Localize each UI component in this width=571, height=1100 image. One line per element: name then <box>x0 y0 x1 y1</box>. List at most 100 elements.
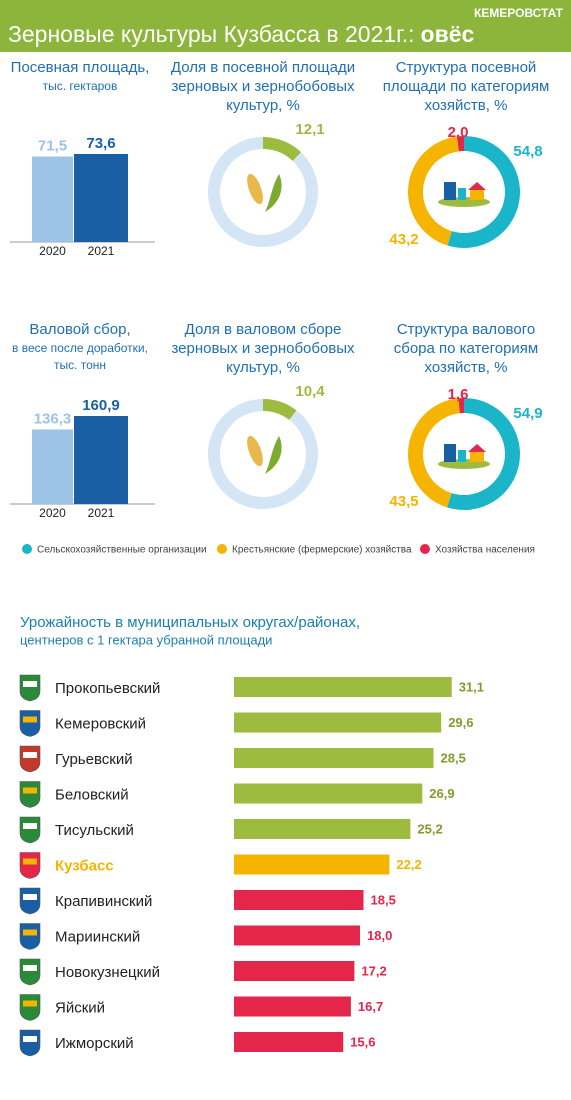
emblem <box>19 674 41 702</box>
section-subtitle: центнеров с 1 гектара убранной площади <box>20 632 272 647</box>
bar <box>234 925 360 946</box>
emblem-band <box>23 1036 37 1042</box>
emblem-shield <box>19 923 41 950</box>
donut-segment <box>263 399 297 420</box>
emblem <box>19 1029 41 1057</box>
panel-title: хозяйств, % <box>425 359 508 376</box>
panel-title: зерновых и зернобобовых <box>171 78 355 95</box>
value-label: 29,6 <box>448 715 473 730</box>
donut-segment <box>458 398 464 414</box>
icon-roof <box>468 444 486 452</box>
emblem-band <box>23 787 37 794</box>
category-label: Кемеровский <box>55 715 146 732</box>
panel-title: культур, % <box>226 359 300 376</box>
section-title: Урожайность в муниципальных округах/райо… <box>20 614 360 631</box>
value-label: 18,0 <box>367 928 392 943</box>
emblem-band <box>23 716 37 723</box>
category-label: Новокузнецкий <box>55 964 160 981</box>
icon-building <box>444 182 456 200</box>
value-label: 17,2 <box>361 963 386 978</box>
category-label: Тисульский <box>55 822 134 839</box>
value-label: 25,2 <box>417 821 442 836</box>
emblem-shield <box>19 994 41 1021</box>
emblem-shield <box>19 852 41 879</box>
donut-track <box>207 399 318 509</box>
panel-title: Валовой сбор, <box>29 321 130 338</box>
value-label: 15,6 <box>350 1034 375 1049</box>
category-label: Яйский <box>55 999 105 1016</box>
value-label: 71,5 <box>38 137 67 154</box>
bar <box>234 854 390 875</box>
panel-title: Доля в валовом сборе <box>185 321 342 338</box>
panel-subtitle: тыс. гектаров <box>43 79 118 93</box>
category-label: Гурьевский <box>55 751 133 768</box>
source: КЕМЕРОВСТАТ <box>474 6 564 20</box>
panel-title: хозяйств, % <box>425 97 508 114</box>
title-main: Зерновые культуры Кузбасса в 2021г.: <box>8 21 415 47</box>
value-label: 43,5 <box>389 493 418 510</box>
emblem-band <box>23 681 37 687</box>
emblem-shield <box>19 674 41 702</box>
panel-subtitle: в весе после доработки, <box>12 341 148 355</box>
icon-silo <box>458 450 466 462</box>
bar <box>234 677 452 697</box>
emblem <box>19 958 41 986</box>
bar <box>234 819 411 839</box>
emblem <box>19 852 41 879</box>
emblem-band <box>23 894 37 900</box>
emblem-shield <box>19 816 41 844</box>
bar <box>234 748 434 768</box>
emblem <box>19 887 41 915</box>
x-tick-label: 2020 <box>39 506 66 520</box>
legend-swatch <box>420 544 430 554</box>
emblem <box>19 781 41 808</box>
value-label: 10,4 <box>295 383 325 400</box>
icon-grain <box>247 435 263 467</box>
category-label: Крапивинский <box>55 893 152 910</box>
x-tick-label: 2020 <box>39 244 66 258</box>
panel-title: зерновых и зернобобовых <box>171 340 355 357</box>
value-label: 54,9 <box>513 405 542 422</box>
value-label: 26,9 <box>429 786 454 801</box>
value-label: 18,5 <box>371 892 396 907</box>
value-label: 43,2 <box>389 231 418 248</box>
value-label: 1,6 <box>448 386 469 403</box>
icon-house <box>470 452 484 462</box>
bar <box>32 156 73 242</box>
panel-title: Посевная площадь, <box>11 59 150 76</box>
value-label: 28,5 <box>441 750 466 765</box>
legend-label: Хозяйства населения <box>435 545 535 556</box>
category-label: Прокопьевский <box>55 680 160 697</box>
x-tick-label: 2021 <box>88 506 115 520</box>
legend-label: Сельскохозяйственные организации <box>37 545 207 556</box>
emblem-shield <box>19 958 41 986</box>
bar <box>234 890 364 910</box>
panel-title: культур, % <box>226 97 300 114</box>
value-label: 16,7 <box>358 999 383 1014</box>
icon-silo <box>458 188 466 200</box>
bar <box>234 712 442 733</box>
legend-swatch <box>217 544 227 554</box>
bar <box>234 961 355 981</box>
value-label: 54,8 <box>513 143 542 160</box>
bar <box>74 416 128 504</box>
donut-segment <box>447 398 520 511</box>
emblem <box>19 745 41 773</box>
emblem-shield <box>19 887 41 915</box>
panel-title: Структура валового <box>397 321 535 338</box>
donut-segment <box>407 136 459 246</box>
emblem-band <box>23 1000 37 1007</box>
donut-segment <box>263 137 301 161</box>
panel-title: Структура посевной <box>396 59 537 76</box>
title-bold: овёс <box>421 21 475 47</box>
emblem <box>19 994 41 1021</box>
bar <box>32 429 73 504</box>
emblem <box>19 710 41 737</box>
emblem-shield <box>19 1029 41 1057</box>
emblem-shield <box>19 745 41 773</box>
panel-title: площади по категориям <box>383 78 550 95</box>
emblem-band <box>23 752 37 758</box>
bar <box>74 154 128 242</box>
icon-house <box>470 190 484 200</box>
